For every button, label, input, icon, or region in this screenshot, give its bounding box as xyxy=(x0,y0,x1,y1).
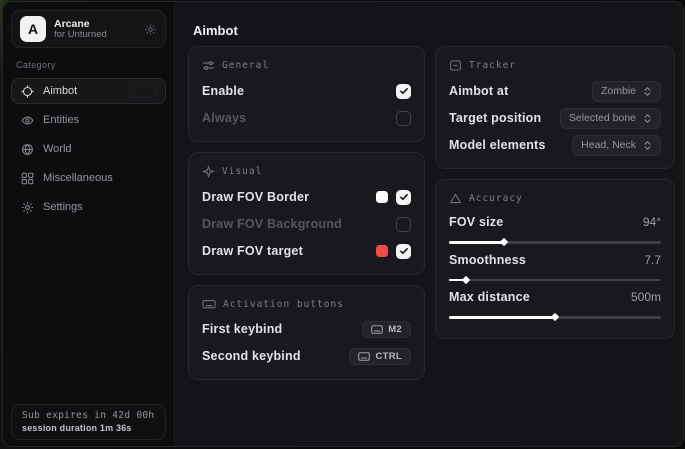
enable-checkbox[interactable] xyxy=(396,83,411,99)
aimbot-keybind-ghost xyxy=(129,85,156,98)
grid-icon xyxy=(21,172,34,185)
sidebar-item-world[interactable]: World xyxy=(11,136,166,162)
model-elements-select[interactable]: Head, Neck xyxy=(572,134,661,156)
fov-size-slider[interactable] xyxy=(449,241,661,244)
globe-icon xyxy=(21,143,34,156)
sidebar-item-label: World xyxy=(43,143,72,155)
session-duration-text: session duration 1m 36s xyxy=(22,423,132,433)
keyboard-icon xyxy=(358,351,371,361)
scan-box-icon xyxy=(449,59,462,72)
chevrons-up-down-icon xyxy=(643,86,652,97)
target-position-select[interactable]: Selected bone xyxy=(559,107,661,129)
smoothness-value: 7.7 xyxy=(644,252,661,267)
sidebar-item-label: Miscellaneous xyxy=(43,172,113,184)
crosshair-icon xyxy=(21,84,34,98)
sidebar-item-label: Aimbot xyxy=(43,85,78,97)
sidebar-item-entities[interactable]: Entities xyxy=(11,107,166,133)
gear-icon xyxy=(21,201,34,214)
card-title: Accuracy xyxy=(469,193,523,204)
max-distance-value: 500m xyxy=(630,290,661,304)
always-checkbox[interactable] xyxy=(396,110,411,126)
fov-target-color-swatch[interactable] xyxy=(376,245,388,257)
setting-row-fov-background: Draw FOV Background xyxy=(202,213,411,235)
sparkle-icon xyxy=(202,165,215,178)
fov-border-color-swatch[interactable] xyxy=(376,191,388,203)
chevrons-up-down-icon xyxy=(643,140,652,151)
right-column: Tracker Aimbot at Zombie Target position… xyxy=(435,46,675,349)
second-keybind-button[interactable]: CTRL xyxy=(349,347,411,365)
max-distance-slider[interactable] xyxy=(449,316,661,319)
card-title: Visual xyxy=(222,166,263,177)
page-title: Aimbot xyxy=(193,23,238,38)
smoothness-slider[interactable] xyxy=(449,278,661,281)
entities-eye-icon xyxy=(21,114,34,127)
sidebar-item-label: Settings xyxy=(43,201,83,213)
brand-card: A Arcane for Unturned xyxy=(11,10,166,48)
setting-row-smoothness: Smoothness 7.7 xyxy=(449,251,661,281)
sidebar-item-label: Entities xyxy=(43,114,80,126)
brand-gear-icon[interactable] xyxy=(144,23,157,36)
fov-size-value: 94° xyxy=(642,215,661,229)
app-logo: A xyxy=(20,16,46,42)
card-title: General xyxy=(222,60,270,71)
sidebar-item-aimbot[interactable]: Aimbot xyxy=(11,78,166,104)
fov-border-checkbox[interactable] xyxy=(396,189,411,205)
first-keybind-button[interactable]: M2 xyxy=(362,320,411,338)
left-column: General Enable Always xyxy=(188,46,425,390)
sliders-icon xyxy=(202,59,215,72)
setting-row-aimbot-at: Aimbot at Zombie xyxy=(449,80,661,102)
category-label: Category xyxy=(16,60,56,70)
keyboard-icon xyxy=(371,324,383,334)
setting-row-always: Always xyxy=(202,107,411,129)
fov-background-checkbox[interactable] xyxy=(396,216,411,232)
setting-row-target-position: Target position Selected bone xyxy=(449,107,661,129)
keyboard-icon xyxy=(202,298,216,310)
subscription-info: Sub expires in 42d 00h session duration … xyxy=(11,404,166,440)
visual-card: Visual Draw FOV Border Draw FOV Backgrou… xyxy=(188,152,425,275)
sidebar: A Arcane for Unturned Category A xyxy=(3,2,175,446)
setting-row-second-keybind: Second keybind CTRL xyxy=(202,345,411,367)
triangle-icon xyxy=(449,192,462,205)
sub-expiry-text: Sub expires in 42d 00h xyxy=(22,410,155,421)
setting-row-first-keybind: First keybind M2 xyxy=(202,318,411,340)
fov-target-checkbox[interactable] xyxy=(396,243,411,259)
sidebar-nav: Aimbot Entities World xyxy=(11,78,166,220)
setting-row-fov-target: Draw FOV target xyxy=(202,240,411,262)
accuracy-card: Accuracy FOV size 94° Smoothness 7.7 xyxy=(435,179,675,339)
setting-row-max-distance: Max distance 500m xyxy=(449,288,661,319)
chevrons-up-down-icon xyxy=(643,113,652,124)
aimbot-at-select[interactable]: Zombie xyxy=(591,80,661,102)
app-subtitle: for Unturned xyxy=(54,28,107,40)
tracker-card: Tracker Aimbot at Zombie Target position… xyxy=(435,46,675,169)
setting-row-enable: Enable xyxy=(202,80,411,102)
sidebar-item-miscellaneous[interactable]: Miscellaneous xyxy=(11,165,166,191)
general-card: General Enable Always xyxy=(188,46,425,142)
setting-row-model-elements: Model elements Head, Neck xyxy=(449,134,661,156)
card-title: Tracker xyxy=(469,60,517,71)
main-content: Aimbot General Enable xyxy=(176,2,683,446)
card-title: Activation buttons xyxy=(223,298,344,310)
setting-row-fov-size: FOV size 94° xyxy=(449,213,661,244)
sidebar-item-settings[interactable]: Settings xyxy=(11,194,166,220)
app-name: Arcane xyxy=(54,17,90,30)
setting-row-fov-border: Draw FOV Border xyxy=(202,186,411,208)
activation-card: Activation buttons First keybind M2 Seco… xyxy=(188,285,425,380)
